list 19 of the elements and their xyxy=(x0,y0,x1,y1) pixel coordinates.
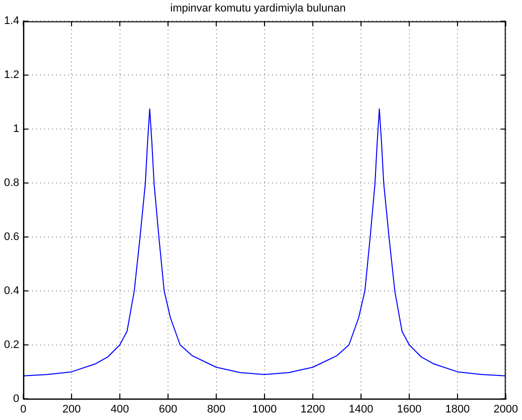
x-tick-label: 2000 xyxy=(494,403,518,416)
x-tick-label: 200 xyxy=(62,403,81,416)
x-tick-label: 1400 xyxy=(348,403,374,416)
y-tick-label: 0.2 xyxy=(4,338,20,351)
x-tick-label: 1800 xyxy=(445,403,470,416)
y-tick-label: 1.4 xyxy=(4,15,20,28)
x-tick-label: 800 xyxy=(207,403,226,416)
x-tick-label: 1200 xyxy=(300,403,326,416)
x-tick-label: 1600 xyxy=(397,403,422,416)
x-tick-label: 400 xyxy=(110,403,129,416)
y-tick-label: 0.4 xyxy=(4,284,20,297)
y-tick-label: 0.8 xyxy=(4,177,20,190)
y-tick-label: 1 xyxy=(13,123,20,136)
x-tick-label: 600 xyxy=(158,403,178,416)
y-tick-label: 1.2 xyxy=(4,69,20,82)
x-tick-label: 1000 xyxy=(252,403,277,416)
y-tick-label: 0.6 xyxy=(4,231,20,244)
y-tick-label: 0 xyxy=(13,392,20,405)
chart-title: impinvar komutu yardimiyla bulunan xyxy=(170,2,346,15)
